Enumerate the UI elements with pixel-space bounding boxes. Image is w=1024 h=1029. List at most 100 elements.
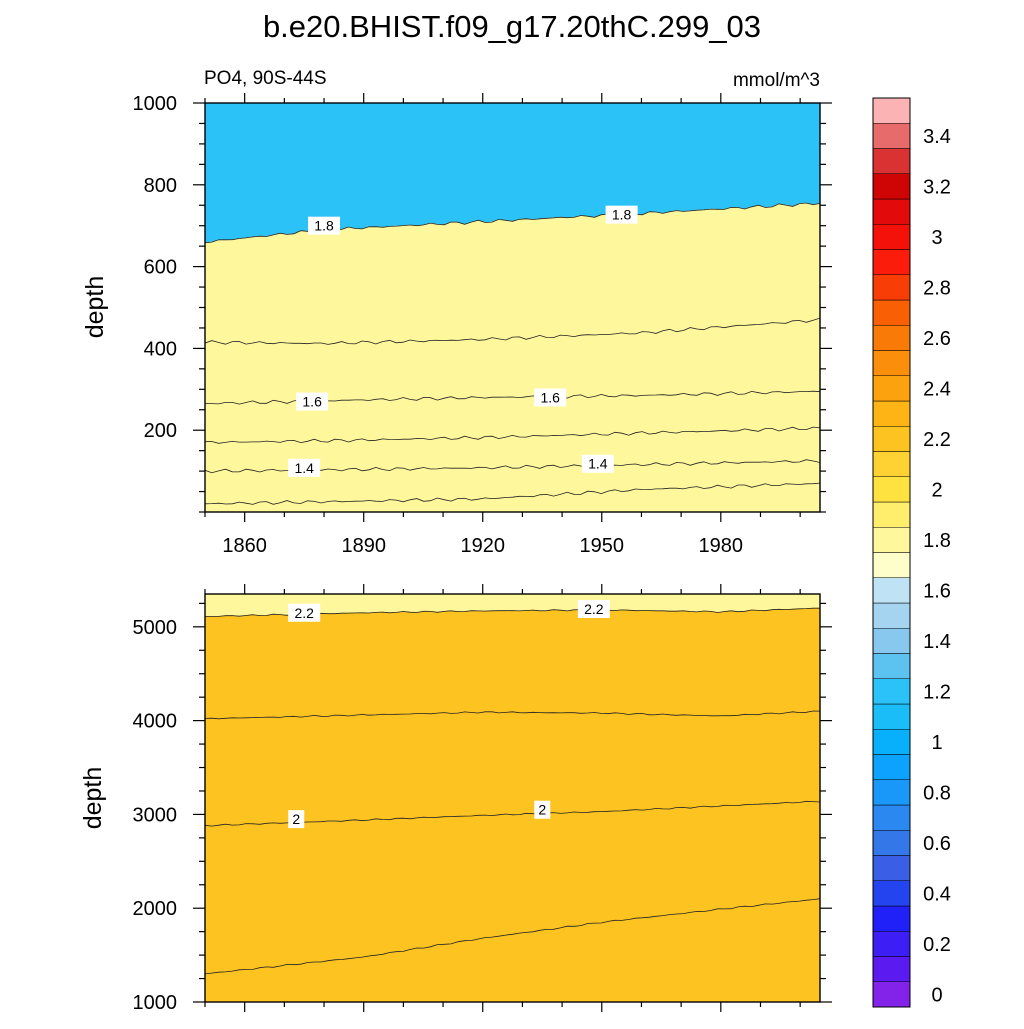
- colorbar-swatch: [872, 653, 911, 679]
- colorbar-swatch: [872, 400, 911, 427]
- colorbar-label: 2.6: [923, 328, 951, 350]
- colorbar-swatch: [872, 754, 911, 780]
- colorbar-swatch: [872, 855, 911, 881]
- colorbar-swatch: [872, 350, 911, 376]
- contour-line: [205, 898, 820, 975]
- colorbar-swatch: [872, 299, 911, 326]
- bottom-ylabel: depth: [79, 767, 107, 830]
- contour-label-text: 2.2: [584, 601, 604, 617]
- units-label: mmol/m^3: [733, 70, 820, 91]
- colorbar-swatch: [872, 198, 911, 225]
- colorbar-swatch: [872, 830, 911, 856]
- y-tick-label: 800: [144, 175, 177, 197]
- colorbar-swatch: [872, 97, 911, 124]
- contour-line: [205, 426, 820, 444]
- contour-line: [205, 317, 820, 345]
- colorbar-label: 1: [931, 732, 942, 754]
- colorbar-label: 0.4: [923, 883, 951, 905]
- colorbar-label: 1.4: [923, 631, 951, 653]
- colorbar-swatch: [872, 375, 911, 402]
- y-tick-label: 1000: [133, 992, 178, 1014]
- colorbar-swatch: [872, 981, 911, 1008]
- colorbar-swatch: [872, 956, 911, 982]
- plot-frame: [204, 593, 821, 1003]
- colorbar-swatch: [872, 880, 911, 907]
- colorbar-swatch: [872, 552, 911, 578]
- contour-label-text: 2.2: [294, 605, 314, 621]
- top-panel: 1.4 1.4 1.6 1.6 1.8 1.8 1860 1890 1920 1950 1980 20…: [133, 93, 832, 557]
- y-tick-label: 400: [144, 338, 177, 360]
- colorbar-label: 1.2: [923, 681, 951, 703]
- contour-label: 2.2: [577, 600, 610, 619]
- colorbar-label: 1.6: [923, 580, 951, 602]
- contour-label: 1.4: [288, 458, 321, 477]
- contour-fills: [205, 103, 820, 512]
- colorbar-swatch: [872, 527, 911, 553]
- colorbar-swatch: [872, 729, 911, 755]
- y-tick-label: 2000: [133, 898, 178, 920]
- colorbar-label: 0.2: [923, 934, 951, 956]
- bottom-panel: 2 2 2.2 2.2 1000 2000 3000 4000 5000: [133, 584, 832, 1014]
- colorbar-label: 0: [931, 984, 942, 1006]
- contour-label: 2: [534, 800, 551, 819]
- contour-line: [205, 800, 820, 827]
- contour-label-text: 1.6: [302, 394, 322, 410]
- colorbar-swatch: [872, 224, 911, 250]
- colorbar-label: 3: [931, 227, 942, 249]
- colorbar-swatch: [872, 779, 911, 806]
- colorbar-swatch: [872, 173, 911, 200]
- y-tick-label: 1000: [133, 93, 178, 115]
- colorbar-label: 2: [931, 479, 942, 501]
- x-tick-label: 1980: [699, 535, 744, 557]
- colorbar-swatch: [872, 426, 911, 452]
- colorbar-frame: [872, 97, 911, 1008]
- contour-label-text: 1.4: [294, 460, 314, 476]
- colorbar-swatch: [872, 476, 911, 503]
- x-tick-label: 1890: [341, 535, 386, 557]
- colorbar-label: 3.4: [923, 126, 951, 148]
- colorbar-swatch: [872, 148, 911, 174]
- contour-label: 1.6: [296, 392, 329, 411]
- colorbar-swatch: [872, 602, 911, 629]
- colorbar-label: 1.8: [923, 530, 951, 552]
- contour-line: [205, 202, 820, 244]
- contour-label: 2: [288, 810, 305, 829]
- y-tick-label: 4000: [133, 711, 178, 733]
- y-tick-label: 200: [144, 420, 177, 442]
- y-tick-label: 5000: [133, 617, 178, 639]
- contour-label-text: 1.8: [314, 218, 334, 234]
- colorbar-label: 2.2: [923, 429, 951, 451]
- colorbar-label: 2.4: [923, 378, 951, 400]
- contour-line: [205, 710, 820, 720]
- contour-label: 1.8: [308, 216, 341, 235]
- y-tick-label: 3000: [133, 804, 178, 826]
- colorbar-swatch: [872, 628, 911, 654]
- colorbar-label: 3.2: [923, 176, 951, 198]
- colorbar-swatch: [872, 501, 911, 528]
- colorbar-swatch: [872, 804, 911, 831]
- contour-label: 2.2: [288, 603, 321, 622]
- x-tick-label: 1920: [460, 535, 505, 557]
- chart-title: b.e20.BHIST.f09_g17.20thC.299_03: [263, 9, 761, 44]
- colorbar-label: 2.8: [923, 277, 951, 299]
- colorbar-swatch: [872, 123, 911, 149]
- contour-label-text: 2: [292, 811, 300, 827]
- colorbar-swatch: [872, 451, 911, 477]
- colorbar-swatch: [872, 325, 911, 351]
- colorbar-swatch: [872, 931, 911, 957]
- colorbar-swatch: [872, 678, 911, 705]
- contour-label-text: 1.6: [540, 389, 560, 405]
- colorbar-swatch: [872, 703, 911, 730]
- left-string: PO4, 90S-44S: [204, 68, 327, 89]
- contour-label-text: 2: [538, 802, 546, 818]
- y-tick-label: 600: [144, 257, 177, 279]
- contour-label: 1.8: [605, 205, 638, 224]
- x-tick-label: 1950: [580, 535, 625, 557]
- colorbar: 0 0.2 0.4 0.6 0.8 1 1.2 1.4 1.6 1.8 2 2.2 2.4 2.6 2.8 3…: [872, 97, 951, 1008]
- contour-fills: [205, 594, 820, 1002]
- contour-label-text: 1.8: [612, 207, 632, 223]
- colorbar-swatch: [872, 274, 911, 301]
- contour-label-text: 1.4: [588, 456, 608, 472]
